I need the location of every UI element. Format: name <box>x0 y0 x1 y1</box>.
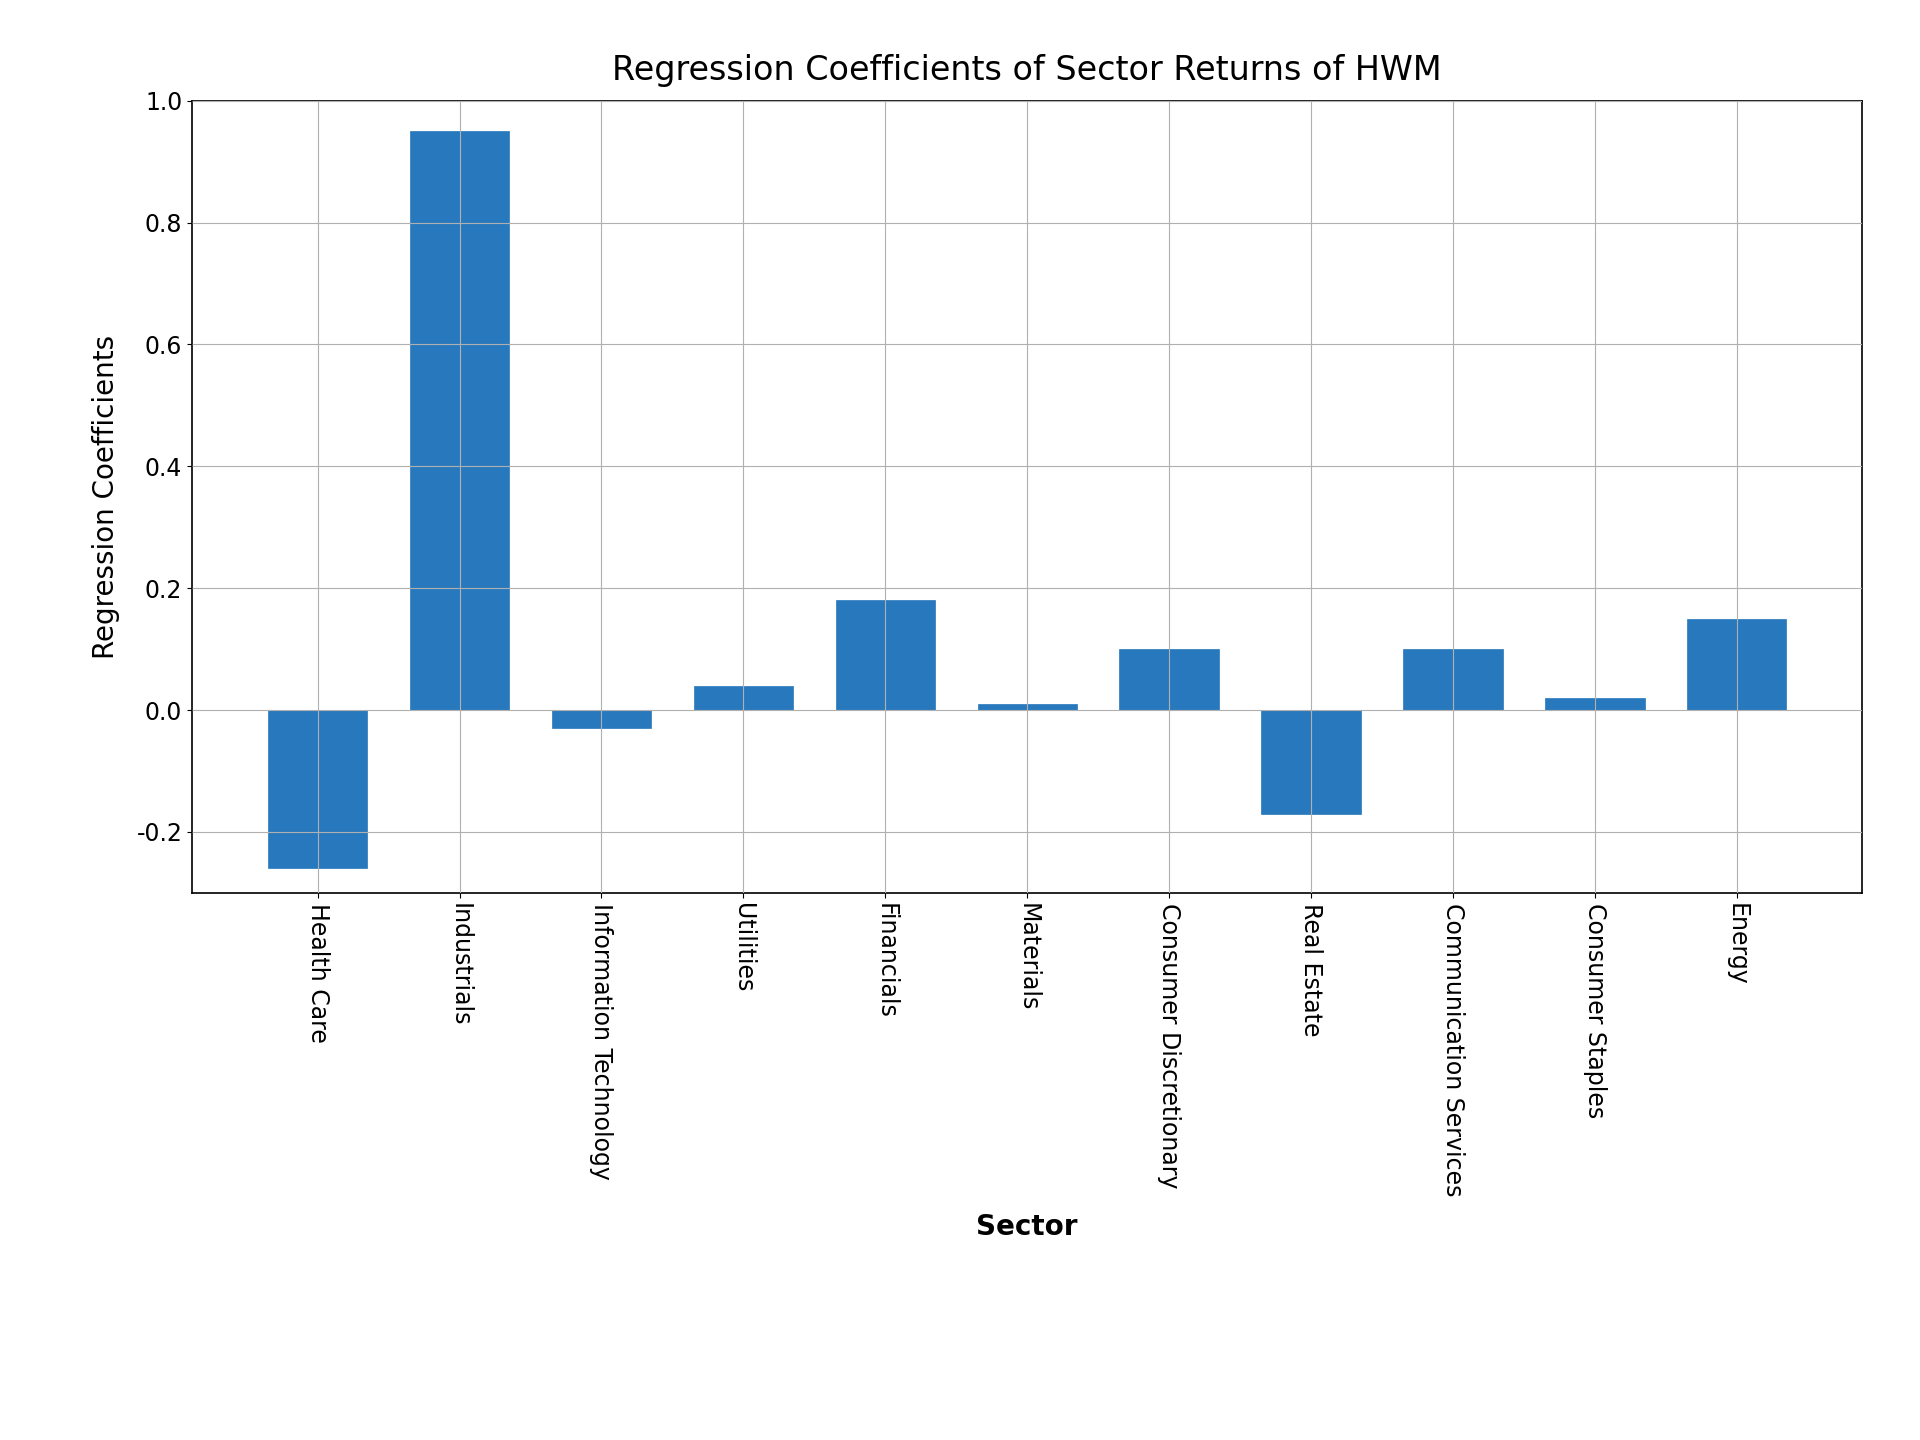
Bar <box>551 710 651 729</box>
Bar <box>1688 619 1786 710</box>
Bar <box>1546 698 1645 710</box>
X-axis label: Sector: Sector <box>977 1212 1077 1241</box>
Title: Regression Coefficients of Sector Returns of HWM: Regression Coefficients of Sector Return… <box>612 53 1442 86</box>
Bar <box>977 704 1077 710</box>
Bar <box>409 131 509 710</box>
Bar <box>1404 649 1503 710</box>
Bar <box>835 600 935 710</box>
Bar <box>269 710 367 868</box>
Bar <box>1261 710 1361 814</box>
Bar <box>1119 649 1219 710</box>
Y-axis label: Regression Coefficients: Regression Coefficients <box>92 334 119 660</box>
Bar <box>693 685 793 710</box>
